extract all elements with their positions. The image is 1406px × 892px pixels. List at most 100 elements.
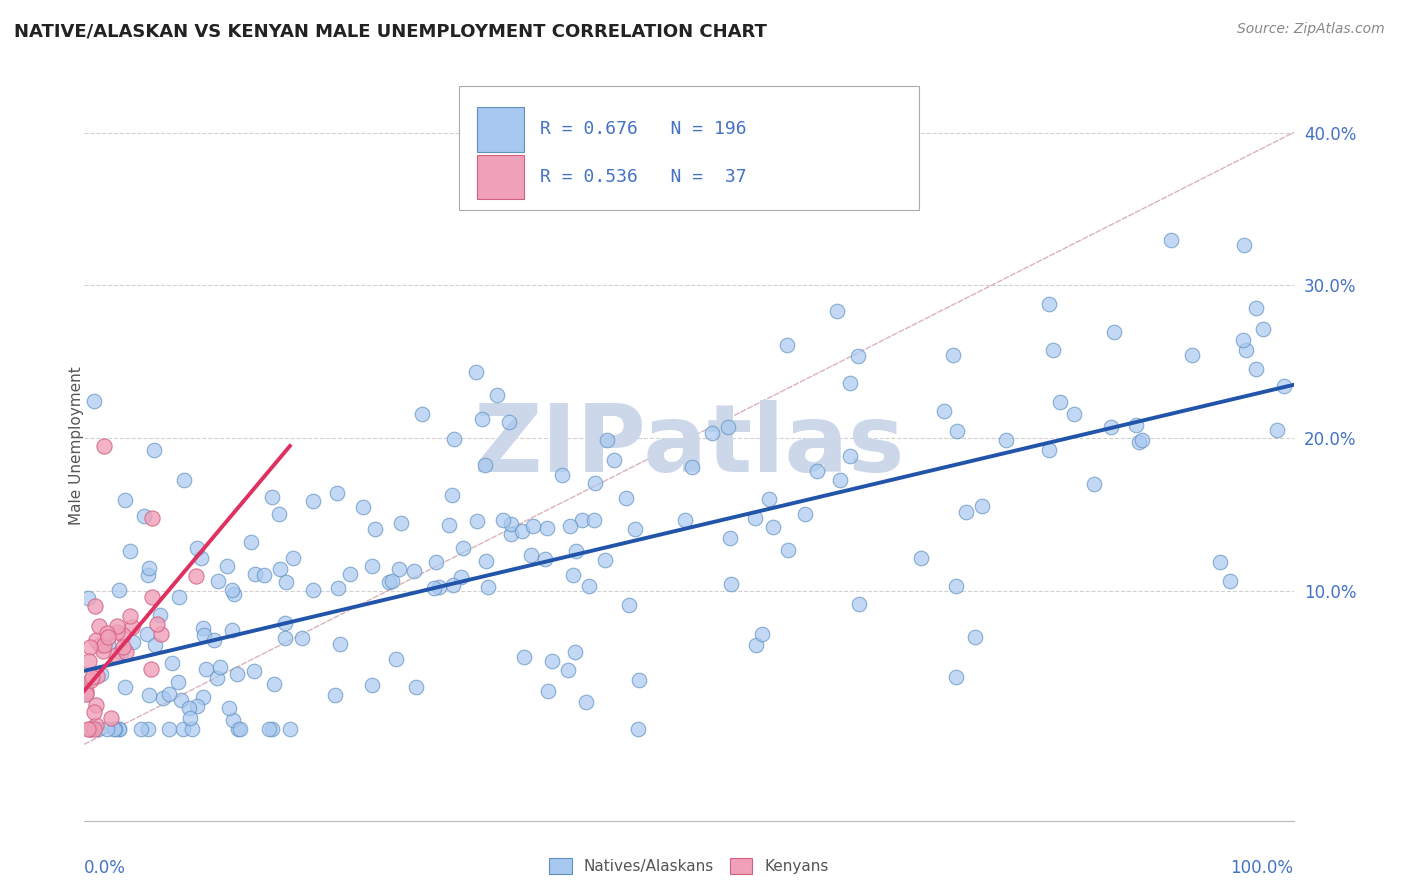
Point [243, 567, 266, 582]
Point [427, 580, 450, 594]
Point [405, 680, 427, 694]
Point [229, 722, 252, 736]
Point [97, 630, 120, 644]
Point [107, 722, 129, 736]
Point [498, 416, 520, 430]
Point [226, 666, 249, 681]
Point [135, 626, 157, 640]
Point [571, 513, 593, 527]
Point [80, 673, 103, 687]
Point [378, 575, 401, 590]
Point [114, 493, 136, 508]
Point [273, 631, 295, 645]
Point [830, 473, 852, 487]
Point [942, 348, 965, 362]
Point [561, 568, 583, 582]
Point [269, 562, 291, 576]
Text: 100.0%: 100.0% [1230, 859, 1294, 877]
Point [475, 554, 498, 568]
Point [136, 567, 159, 582]
Point [994, 433, 1017, 447]
Point [274, 575, 297, 590]
Point [513, 649, 536, 664]
Point [207, 574, 229, 588]
Point [83, 705, 105, 719]
Point [389, 516, 412, 530]
Point [91, 644, 114, 658]
Point [557, 663, 579, 677]
FancyBboxPatch shape [478, 154, 524, 199]
Point [825, 304, 848, 318]
Point [793, 507, 815, 521]
Point [328, 637, 350, 651]
Point [323, 688, 346, 702]
Point [451, 541, 474, 555]
Point [90, 667, 112, 681]
Point [1160, 234, 1182, 248]
Point [806, 464, 828, 478]
Point [465, 514, 488, 528]
Point [839, 450, 862, 464]
Point [79, 722, 101, 736]
Point [193, 628, 215, 642]
Point [89, 638, 111, 652]
Point [84, 718, 107, 732]
Point [474, 458, 496, 472]
Point [87, 619, 110, 633]
Point [381, 574, 404, 589]
Point [762, 520, 785, 534]
Point [169, 591, 191, 605]
Point [202, 632, 225, 647]
Text: R = 0.536   N =  37: R = 0.536 N = 37 [540, 168, 747, 186]
Point [627, 673, 650, 687]
Point [745, 639, 768, 653]
Point [583, 513, 606, 527]
Point [1244, 301, 1267, 315]
Point [360, 559, 382, 574]
Point [1049, 395, 1071, 409]
Point [614, 491, 637, 505]
Point [114, 681, 136, 695]
Point [191, 690, 214, 705]
Point [132, 508, 155, 523]
Point [181, 722, 204, 736]
Point [440, 488, 463, 502]
Point [838, 376, 860, 390]
Point [1042, 343, 1064, 357]
Point [301, 494, 323, 508]
Point [423, 582, 446, 596]
Point [141, 590, 163, 604]
Point [593, 553, 616, 567]
Point [385, 652, 408, 666]
Point [450, 570, 472, 584]
Point [77, 654, 100, 668]
Point [112, 628, 135, 642]
Point [717, 420, 740, 434]
Point [550, 467, 572, 482]
Text: R = 0.676   N = 196: R = 0.676 N = 196 [540, 120, 747, 138]
Point [744, 510, 766, 524]
Point [83, 393, 105, 408]
Point [103, 722, 125, 736]
Point [700, 425, 723, 440]
Point [79, 722, 101, 736]
Point [720, 576, 742, 591]
Point [273, 615, 295, 630]
Point [121, 635, 143, 649]
Point [718, 531, 741, 545]
Point [536, 521, 558, 535]
Point [157, 722, 180, 736]
Point [283, 550, 305, 565]
Point [108, 582, 131, 597]
Point [302, 582, 325, 597]
Point [139, 662, 162, 676]
Point [115, 645, 138, 659]
Point [619, 598, 641, 612]
Point [1232, 333, 1254, 347]
Point [167, 675, 190, 690]
Point [280, 722, 302, 736]
Point [240, 535, 263, 549]
Point [179, 711, 201, 725]
Point [946, 425, 969, 439]
Point [146, 617, 169, 632]
